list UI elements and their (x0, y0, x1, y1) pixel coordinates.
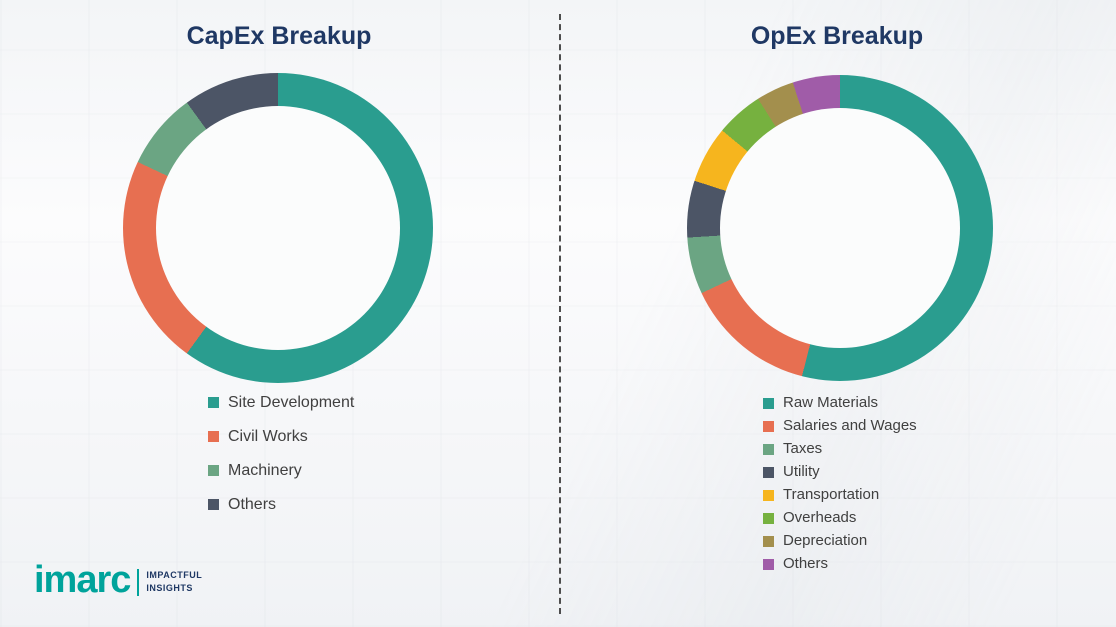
imarc-tagline-line2: INSIGHTS (146, 583, 193, 593)
legend-bullet (763, 512, 774, 524)
legend-item-others: Others (208, 495, 354, 514)
legend-label: Site Development (228, 394, 355, 411)
legend-label: Depreciation (783, 532, 868, 549)
legend-label: Raw Materials (783, 394, 879, 411)
capex-donut-chart (123, 73, 433, 383)
legend-item-civil-works: Civil Works (208, 427, 354, 446)
legend-label: Salaries and Wages (783, 417, 917, 434)
legend-item-machinery: Machinery (208, 461, 354, 480)
imarc-tagline-line1: IMPACTFUL (146, 570, 203, 581)
legend-item-others: Others (763, 555, 917, 573)
legend-label: Transportation (783, 486, 880, 503)
imarc-logo-tagline: IMPACTFUL INSIGHTS (146, 569, 202, 594)
legend-item-depreciation: Depreciation (763, 532, 917, 550)
capex-chart-title: CapEx Breakup (186, 22, 372, 50)
legend-item-raw-materials: Raw Materials (763, 394, 917, 412)
legend-bullet (763, 397, 774, 409)
legend-label: Civil Works (228, 428, 308, 445)
legend-bullet (763, 443, 774, 455)
opex-donut-chart (687, 75, 993, 381)
vertical-dashed-divider (559, 14, 561, 614)
legend-bullet (763, 489, 774, 501)
legend-label: Overheads (783, 509, 857, 526)
legend-item-utility: Utility (763, 463, 917, 481)
legend-item-site-development: Site Development (208, 393, 354, 412)
legend-bullet (763, 420, 774, 432)
capex-legend: Site Development Civil Works Machinery O… (208, 393, 354, 529)
legend-item-taxes: Taxes (763, 440, 917, 458)
opex-legend: Raw Materials Salaries and Wages Taxes U… (763, 394, 917, 578)
legend-label: Others (783, 555, 829, 572)
legend-label: Taxes (783, 440, 823, 457)
legend-bullet (208, 465, 219, 476)
legend-bullet (208, 499, 219, 510)
imarc-logo: imarc IMPACTFUL INSIGHTS (34, 561, 202, 599)
legend-item-transportation: Transportation (763, 486, 917, 504)
legend-bullet (763, 558, 774, 570)
legend-bullet (208, 431, 219, 442)
legend-bullet (763, 466, 774, 478)
legend-bullet (763, 535, 774, 547)
legend-label: Others (228, 496, 277, 513)
legend-item-overheads: Overheads (763, 509, 917, 527)
imarc-logo-separator (137, 568, 140, 596)
legend-label: Utility (783, 463, 820, 480)
legend-bullet (208, 397, 219, 408)
legend-item-salaries-and-wages: Salaries and Wages (763, 417, 917, 435)
opex-chart-title: OpEx Breakup (750, 22, 924, 50)
legend-label: Machinery (228, 462, 302, 479)
imarc-logo-wordmark: imarc (34, 559, 131, 601)
